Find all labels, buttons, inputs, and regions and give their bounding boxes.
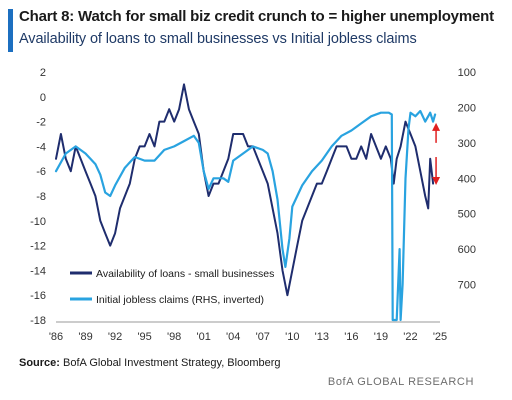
x-tick-label: '04 bbox=[226, 331, 240, 343]
right-y-tick-label: 600 bbox=[458, 244, 476, 256]
red-arrow-up-icon bbox=[432, 122, 441, 131]
chart-title: Chart 8: Watch for small biz credit crun… bbox=[19, 8, 494, 25]
red-arrow-down-icon bbox=[432, 177, 441, 186]
source-line: Source: BofA Global Investment Strategy,… bbox=[19, 357, 281, 369]
x-tick-label: '92 bbox=[108, 331, 122, 343]
left-y-tick-label: -4 bbox=[36, 141, 46, 153]
x-tick-label: '07 bbox=[256, 331, 270, 343]
legend-label: Initial jobless claims (RHS, inverted) bbox=[96, 294, 264, 306]
left-y-tick-label: -8 bbox=[36, 191, 46, 203]
source-text: BofA Global Investment Strategy, Bloombe… bbox=[63, 357, 281, 369]
series-line-loan-availability bbox=[55, 83, 435, 297]
left-y-tick-label: -10 bbox=[30, 216, 46, 228]
right-y-tick-label: 300 bbox=[458, 138, 476, 150]
right-y-tick-label: 700 bbox=[458, 280, 476, 292]
x-tick-label: '13 bbox=[315, 331, 329, 343]
left-y-tick-label: -2 bbox=[36, 117, 46, 129]
series-line-jobless-claims bbox=[54, 109, 437, 322]
chart-subtitle: Availability of loans to small businesse… bbox=[19, 31, 417, 47]
x-tick-label: '89 bbox=[78, 331, 92, 343]
x-tick-label: '95 bbox=[137, 331, 151, 343]
legend-label: Availability of loans - small businesses bbox=[96, 268, 274, 280]
x-tick-label: '22 bbox=[403, 331, 417, 343]
x-tick-label: '98 bbox=[167, 331, 181, 343]
left-y-tick-label: -6 bbox=[36, 166, 46, 178]
x-tick-label: '86 bbox=[49, 331, 63, 343]
x-tick-label: '16 bbox=[344, 331, 358, 343]
x-tick-label: '01 bbox=[197, 331, 211, 343]
source-label: Source: bbox=[19, 357, 60, 369]
left-y-tick-label: 0 bbox=[40, 92, 46, 104]
x-tick-label: '19 bbox=[374, 331, 388, 343]
title-accent-bar bbox=[8, 9, 13, 52]
left-y-tick-label: 2 bbox=[40, 67, 46, 79]
research-credit: BofA GLOBAL RESEARCH bbox=[327, 376, 474, 388]
left-y-tick-label: -18 bbox=[30, 315, 46, 327]
x-tick-label: '10 bbox=[285, 331, 299, 343]
left-y-tick-label: -16 bbox=[30, 290, 46, 302]
right-y-tick-label: 400 bbox=[458, 173, 476, 185]
left-y-tick-label: -14 bbox=[30, 265, 46, 277]
right-y-tick-label: 200 bbox=[458, 102, 476, 114]
right-y-tick-label: 500 bbox=[458, 209, 476, 221]
x-tick-label: '25 bbox=[433, 331, 447, 343]
left-y-tick-label: -12 bbox=[30, 241, 46, 253]
right-y-tick-label: 100 bbox=[458, 67, 476, 79]
